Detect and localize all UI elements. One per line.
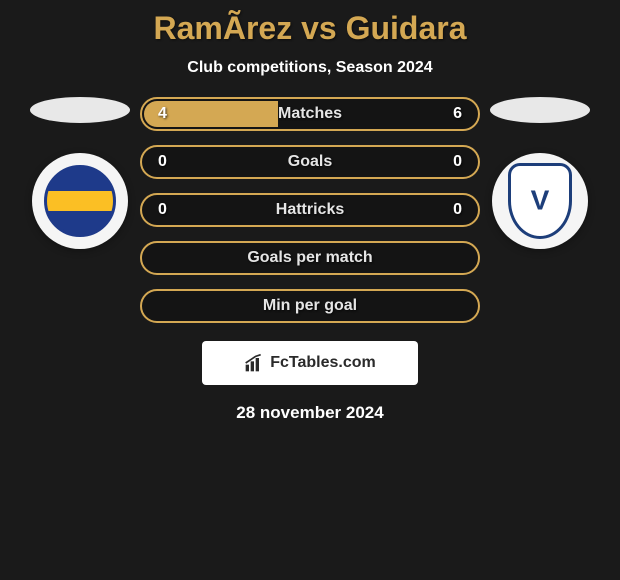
subtitle: Club competitions, Season 2024 bbox=[187, 59, 432, 77]
right-player-ellipse bbox=[490, 97, 590, 123]
right-club-short: V bbox=[531, 186, 550, 217]
right-club-badge-inner: V bbox=[508, 163, 572, 239]
stat-right-value: 0 bbox=[442, 153, 462, 171]
right-column: V bbox=[490, 97, 590, 249]
left-club-badge-inner: CABJ bbox=[44, 165, 116, 237]
stat-left-value: 0 bbox=[158, 153, 178, 171]
stat-row-min-per-goal: Min per goal bbox=[140, 289, 480, 323]
infographic-container: RamÃ­rez vs Guidara Club competitions, S… bbox=[0, 0, 620, 433]
stat-right-value: 6 bbox=[442, 105, 462, 123]
date-text: 28 november 2024 bbox=[236, 403, 383, 423]
stat-right-value: 0 bbox=[442, 201, 462, 219]
left-player-ellipse bbox=[30, 97, 130, 123]
left-column: CABJ bbox=[30, 97, 130, 249]
page-title: RamÃ­rez vs Guidara bbox=[153, 10, 466, 47]
stat-label: Min per goal bbox=[263, 297, 357, 315]
chart-icon bbox=[244, 353, 264, 373]
stat-label: Goals per match bbox=[247, 249, 372, 267]
right-club-badge: V bbox=[492, 153, 588, 249]
stat-row-matches: 4 Matches 6 bbox=[140, 97, 480, 131]
stat-label: Hattricks bbox=[276, 201, 344, 219]
main-row: CABJ 4 Matches 6 0 Goals 0 0 Hattricks 0 bbox=[0, 97, 620, 323]
brand-text: FcTables.com bbox=[270, 354, 376, 372]
stat-row-hattricks: 0 Hattricks 0 bbox=[140, 193, 480, 227]
stats-column: 4 Matches 6 0 Goals 0 0 Hattricks 0 Goal… bbox=[140, 97, 480, 323]
stat-left-value: 4 bbox=[158, 105, 178, 123]
stat-label: Goals bbox=[288, 153, 332, 171]
brand-box: FcTables.com bbox=[202, 341, 418, 385]
left-club-badge: CABJ bbox=[32, 153, 128, 249]
stat-left-value: 0 bbox=[158, 201, 178, 219]
stat-label: Matches bbox=[278, 105, 342, 123]
stat-row-goals-per-match: Goals per match bbox=[140, 241, 480, 275]
stat-row-goals: 0 Goals 0 bbox=[140, 145, 480, 179]
left-club-short: CABJ bbox=[61, 193, 99, 208]
